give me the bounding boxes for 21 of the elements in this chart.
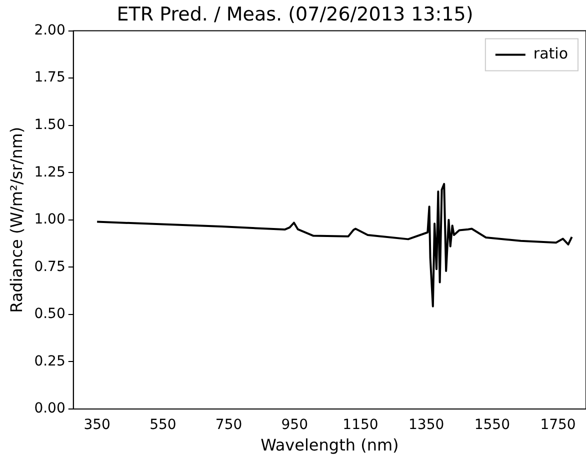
x-tick-label: 1550 — [474, 417, 510, 434]
x-tick-label: 1350 — [408, 417, 444, 434]
x-axis-title: Wavelength (nm) — [260, 436, 399, 455]
legend-label: ratio — [533, 44, 568, 63]
x-tick-label: 1750 — [540, 417, 576, 434]
x-tick-label: 350 — [84, 417, 110, 434]
x-tick-label: 750 — [215, 417, 242, 434]
y-axis-title: Radiance (W/m²/sr/nm) — [6, 126, 26, 313]
y-tick-label: 1.50 — [34, 116, 66, 133]
x-tick-label: 950 — [281, 417, 308, 434]
y-tick-label: 0.00 — [34, 400, 66, 417]
y-tick-label: 1.25 — [34, 164, 66, 180]
y-tick-label: 0.25 — [34, 353, 66, 370]
y-tick-label: 2.00 — [34, 22, 66, 38]
y-tick-label: 1.75 — [34, 70, 66, 86]
y-tick-label: 0.50 — [34, 306, 66, 322]
x-tick-label: 550 — [150, 417, 176, 434]
chart-title: ETR Pred. / Meas. (07/26/2013 13:15) — [116, 3, 474, 26]
y-tick-label: 0.75 — [34, 258, 66, 275]
x-tick-label: 1150 — [342, 417, 378, 434]
y-tick-label: 1.00 — [34, 212, 66, 228]
